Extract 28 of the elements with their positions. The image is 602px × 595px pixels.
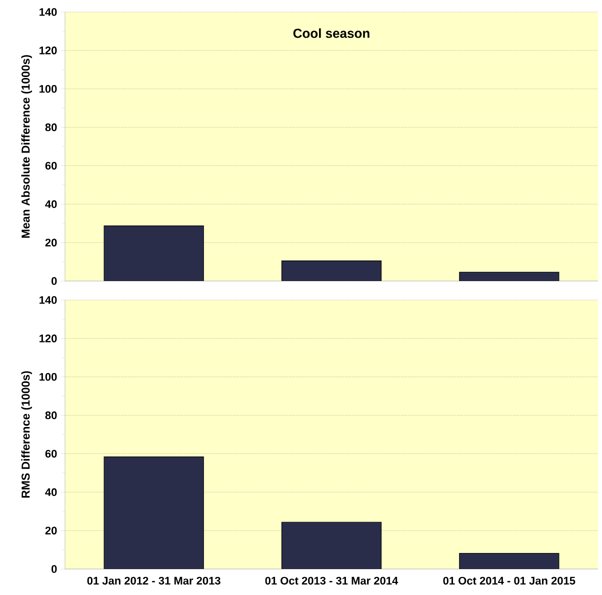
y-tick-label: 120 [40, 334, 57, 342]
y-tick-label: 80 [45, 411, 57, 420]
y-tick-label: 120 [40, 46, 57, 54]
bar [104, 226, 204, 281]
bar [104, 456, 204, 570]
y-tick-label: 80 [45, 123, 57, 132]
y-tick-label: 40 [45, 200, 57, 208]
y-tick-label: 20 [45, 526, 57, 534]
y-tick-label: 20 [45, 238, 57, 246]
y-tick-label: 100 [40, 372, 57, 381]
y-tick-label: 60 [45, 450, 57, 458]
x-tick-label: 01 Oct 2014 - 01 Jan 2015 [443, 576, 576, 585]
bar [459, 272, 560, 281]
bar [281, 260, 382, 281]
bar [459, 552, 560, 570]
bar [281, 522, 382, 570]
y-tick-label: 0 [52, 565, 57, 573]
text: Cool season [293, 28, 370, 38]
x-tick-label: 01 Jan 2012 - 31 Mar 2013 [87, 576, 220, 585]
y-tick-label: 140 [40, 8, 57, 16]
y-tick-label: 60 [45, 162, 57, 170]
y-axis-title: Mean Absolute Difference (1000s) [21, 55, 32, 238]
y-tick-label: 100 [40, 84, 57, 93]
y-tick-label: 40 [45, 488, 57, 496]
y-axis-title: RMS Difference (1000s) [21, 371, 32, 498]
y-tick-label: 0 [52, 277, 57, 285]
y-tick-label: 140 [40, 296, 57, 304]
x-tick-label: 01 Oct 2013 - 31 Mar 2014 [265, 576, 398, 585]
